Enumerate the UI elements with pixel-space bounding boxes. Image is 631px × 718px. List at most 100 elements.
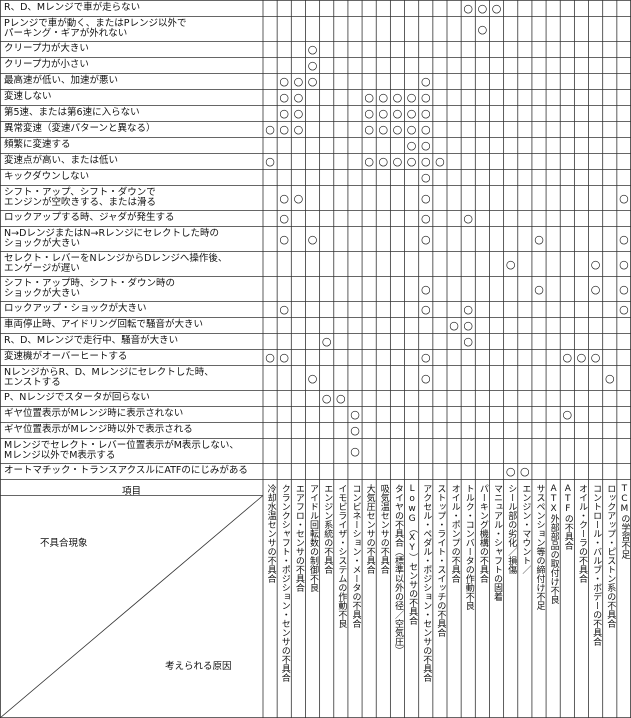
cause-mark: ○	[279, 232, 290, 246]
cause-column: イモビライザ・システムの作動不良	[336, 483, 347, 628]
cause-column: ATX外部部品の取付け不良	[548, 483, 559, 604]
cause-mark: ○	[576, 351, 587, 364]
cause-column: クランクシャフト・ポジション・センサの不具合	[279, 483, 290, 682]
cause-mark: ○	[619, 303, 629, 316]
cause-mark: ○	[420, 155, 431, 168]
cause-mark: ○	[364, 155, 374, 168]
cause-mark: ○	[420, 282, 431, 296]
cause-mark: ○	[364, 123, 374, 136]
cause-column: 冷却水温センサの不具合	[265, 483, 276, 583]
cause-column: オイル・クーラの不具合	[576, 483, 587, 583]
symptom: クリープ力が大きい	[4, 43, 89, 55]
cause-mark: ○	[392, 91, 403, 104]
cause-mark: ○	[392, 155, 403, 168]
symptom: 異常変速（変速パターンと異なる）	[4, 123, 156, 135]
cause-mark: ○	[534, 232, 544, 246]
cause-mark: ○	[378, 123, 389, 136]
cause-mark: ○	[463, 212, 474, 225]
cause-mark: ○	[520, 465, 530, 478]
cause-mark: ○	[562, 408, 573, 421]
symptom: Pレンジで車が動く、またはPレンジ以外で パーキング・ギアが外れない	[4, 17, 187, 39]
cause-mark: ○	[378, 91, 389, 104]
cause-column: パーキング機構の不具合	[477, 483, 488, 583]
cause-mark: ○	[279, 123, 290, 136]
cause-column: エンジン・マウント／	[520, 483, 531, 574]
symptom: 変速しない	[4, 91, 52, 103]
cause-mark: ○	[420, 123, 431, 136]
symptom: 車両停止時、アイドリング回転で騒音が大きい	[4, 319, 204, 331]
cause-mark: ○	[420, 107, 431, 120]
symptom: 最高速が低い、加速が悪い	[4, 75, 119, 87]
cause-mark: ○	[420, 232, 431, 246]
cause-mark: ○	[491, 2, 502, 15]
symptom: P、Nレンジでスタータが回らない	[4, 392, 150, 404]
cause-mark: ○	[406, 155, 417, 168]
cause-mark: ○	[378, 107, 389, 120]
cause-mark: ○	[463, 2, 474, 15]
cause-mark: ○	[350, 408, 360, 421]
item-header: 項目	[121, 485, 141, 497]
cause-column: マニュアル・シャフトの固着	[492, 483, 503, 601]
symptom: 変速点が高い、または低い	[4, 155, 119, 167]
cause-mark: ○	[265, 351, 275, 364]
cause-mark: ○	[406, 123, 417, 136]
symptom: N→DレンジまたはN→Rレンジにセレクトした時の ショックが大きい	[4, 227, 220, 249]
cause-column: TCMの学習不足	[619, 483, 630, 559]
rule	[0, 495, 264, 718]
symptom-header: 不具合現象	[40, 537, 88, 549]
cause-mark: ○	[364, 91, 374, 104]
cause-mark: ○	[619, 282, 629, 296]
cause-mark: ○	[321, 335, 332, 348]
cause-mark: ○	[307, 59, 318, 72]
symptom: シフト・アップ、シフト・ダウンで エンジンが空吹きする、または滑る	[4, 186, 157, 208]
cause-mark: ○	[590, 351, 601, 364]
cause-mark: ○	[279, 191, 290, 205]
cause-mark: ○	[293, 75, 304, 88]
symptom: R、D、Mレンジで車が走らない	[4, 2, 141, 14]
cause-mark: ○	[350, 444, 360, 458]
cause-mark: ○	[406, 107, 417, 120]
cause-mark: ○	[420, 351, 431, 364]
cause-mark: ○	[420, 212, 431, 225]
cause-mark: ○	[477, 2, 488, 15]
symptom: シフト・アップ時、シフト・ダウン時の ショックが大きい	[4, 277, 176, 299]
cause-mark: ○	[420, 171, 431, 184]
symptom: NレンジからR、D、Mレンジにセレクトした時、 エンストする	[4, 366, 214, 388]
cause-mark: ○	[307, 371, 318, 385]
cause-mark: ○	[449, 319, 459, 332]
cause-mark: ○	[420, 91, 431, 104]
cause-mark: ○	[265, 155, 275, 168]
cause-mark: ○	[293, 123, 304, 136]
cause-mark: ○	[562, 351, 573, 364]
cause-mark: ○	[392, 123, 403, 136]
cause-mark: ○	[619, 257, 629, 271]
cause-mark: ○	[279, 107, 290, 120]
cause-mark: ○	[279, 75, 290, 88]
symptom: キックダウンしない	[4, 171, 90, 183]
cause-mark: ○	[420, 75, 431, 88]
cause-mark: ○	[420, 371, 431, 385]
symptom: ロックアップ・ショックが大きい	[4, 303, 147, 315]
cause-column: アイドル回転数の制御不良	[308, 483, 319, 592]
cause-mark: ○	[463, 303, 474, 316]
cause-mark: ○	[463, 335, 474, 348]
cause-column: エンジン系統の不具合	[322, 483, 333, 574]
cause-mark: ○	[435, 155, 445, 168]
cause-mark: ○	[293, 107, 304, 120]
cause-mark: ○	[420, 303, 431, 316]
cause-mark: ○	[307, 43, 318, 56]
cause-mark: ○	[406, 139, 417, 152]
cause-mark: ○	[279, 303, 290, 316]
cause-column: タイヤの不具合（標準以外の径／空気圧）	[392, 483, 403, 655]
cause-column: ロックアップ・ピストン系の不具合	[605, 483, 616, 628]
cause-mark: ○	[505, 257, 516, 271]
cause-mark: ○	[463, 319, 474, 332]
cause-column: ATFの不具合	[562, 483, 573, 550]
symptom: 変速機がオーバーヒートする	[4, 351, 128, 363]
symptom: オートマチック・トランスアクスルにATFのにじみがある	[4, 465, 248, 477]
symptom: ロックアップする時、ジャダが発生する	[4, 212, 175, 224]
cause-mark: ○	[590, 282, 601, 296]
cause-mark: ○	[307, 75, 318, 88]
